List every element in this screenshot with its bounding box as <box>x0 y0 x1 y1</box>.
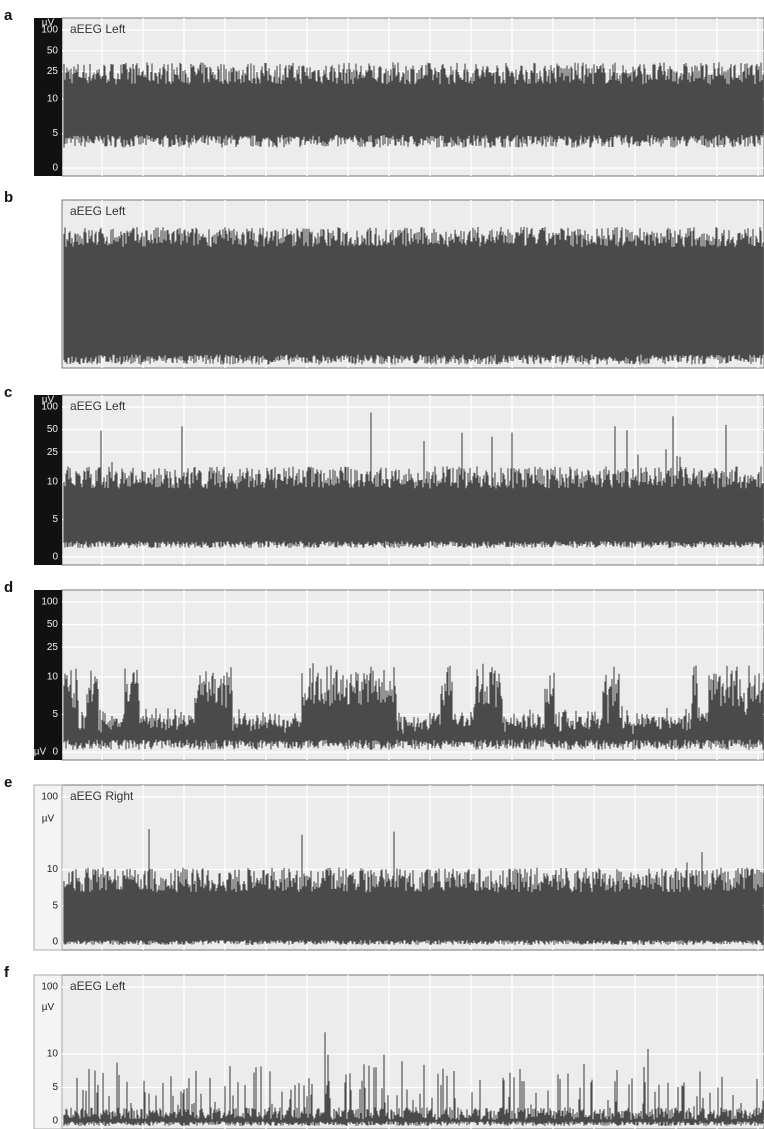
panel: b aEEG Left <box>4 189 764 369</box>
unit-label: µV <box>42 813 55 824</box>
axis-strip <box>34 395 62 565</box>
y-tick-label: 50 <box>47 619 59 630</box>
trace <box>63 1032 764 1126</box>
trace <box>63 829 764 945</box>
panel: e 100 10 5 0 aEEG Right µV <box>4 774 764 951</box>
panel-letter: b <box>4 189 13 206</box>
y-tick-label: 10 <box>47 1049 59 1060</box>
y-tick-label: 50 <box>47 45 59 56</box>
y-tick-label: 100 <box>41 792 58 803</box>
panel-letter: a <box>4 7 13 24</box>
y-tick-label: 10 <box>47 864 59 875</box>
panel-letter: d <box>4 579 13 596</box>
channel-label: aEEG Left <box>70 399 126 413</box>
y-tick-label: 5 <box>52 514 58 525</box>
trace <box>63 227 764 365</box>
axis-strip <box>34 590 62 760</box>
y-tick-label: 25 <box>47 66 59 77</box>
trace <box>63 663 764 750</box>
axis-strip <box>33 974 63 1129</box>
axis-strip <box>34 18 62 176</box>
y-tick-label: 0 <box>52 1116 58 1127</box>
y-tick-label: 100 <box>41 597 58 608</box>
y-tick-label: 0 <box>52 747 58 758</box>
y-tick-label: 5 <box>52 709 58 720</box>
panel-letter: c <box>4 384 12 401</box>
panel-letter: f <box>4 964 10 981</box>
y-tick-label: 25 <box>47 642 59 653</box>
panel: f 100 10 5 0 aEEG Left µV <box>4 964 764 1129</box>
panel-letter: e <box>4 774 12 791</box>
y-tick-label: 25 <box>47 447 59 458</box>
y-tick-label: 5 <box>52 900 58 911</box>
channel-label: aEEG Left <box>70 22 126 36</box>
channel-label: aEEG Left <box>70 979 126 993</box>
unit-label: µV <box>42 1002 55 1013</box>
y-tick-label: 5 <box>52 1082 58 1093</box>
unit-label: µV <box>42 395 55 406</box>
unit-label: µV <box>42 18 55 29</box>
trace <box>63 62 764 148</box>
y-tick-label: 0 <box>52 937 58 948</box>
axis-strip <box>33 784 63 951</box>
y-tick-label: 100 <box>41 25 58 36</box>
y-tick-label: 10 <box>47 94 59 105</box>
y-tick-label: 10 <box>47 672 59 683</box>
unit-label: µV <box>34 747 47 758</box>
y-tick-label: 5 <box>52 128 58 139</box>
channel-label: aEEG Left <box>70 204 126 218</box>
y-tick-label: 50 <box>47 424 59 435</box>
trace <box>63 412 764 548</box>
y-tick-label: 0 <box>52 163 58 174</box>
channel-label: aEEG Right <box>70 789 134 803</box>
y-tick-label: 10 <box>47 477 59 488</box>
y-tick-label: 100 <box>41 402 58 413</box>
y-tick-label: 100 <box>41 982 58 993</box>
y-tick-label: 0 <box>52 552 58 563</box>
